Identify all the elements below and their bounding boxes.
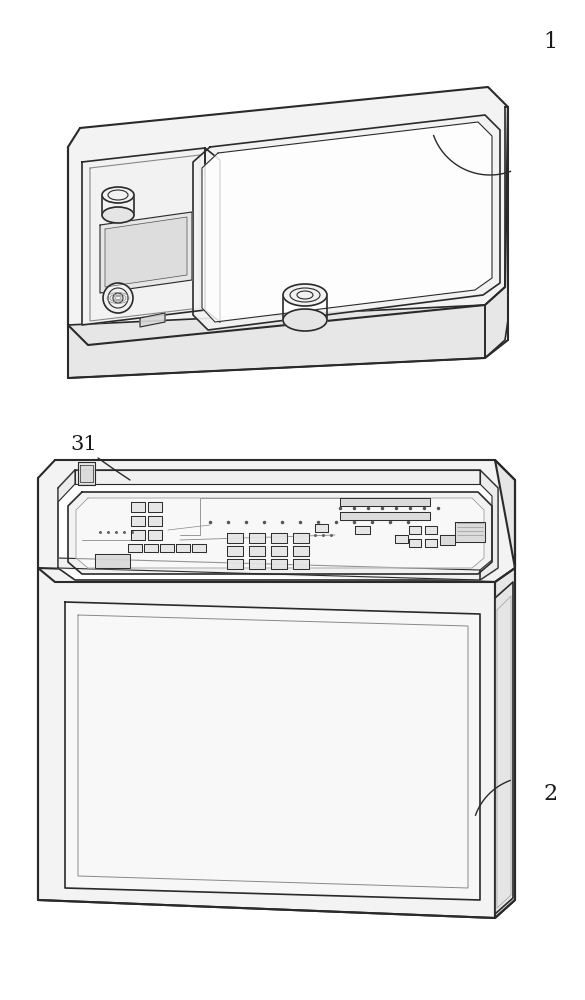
Ellipse shape: [102, 187, 134, 203]
Polygon shape: [65, 602, 480, 900]
Polygon shape: [271, 559, 287, 569]
Ellipse shape: [283, 309, 327, 331]
Text: 1: 1: [543, 31, 557, 53]
Polygon shape: [249, 533, 265, 543]
Polygon shape: [249, 559, 265, 569]
Polygon shape: [160, 544, 174, 552]
Polygon shape: [193, 115, 500, 330]
Polygon shape: [68, 87, 508, 345]
Polygon shape: [148, 502, 162, 512]
Polygon shape: [202, 122, 492, 322]
Polygon shape: [58, 470, 498, 580]
Polygon shape: [425, 539, 437, 547]
Polygon shape: [227, 546, 243, 556]
Polygon shape: [395, 535, 408, 543]
Circle shape: [103, 283, 133, 313]
Polygon shape: [480, 470, 498, 580]
Polygon shape: [58, 558, 480, 580]
Polygon shape: [144, 544, 158, 552]
Polygon shape: [80, 465, 93, 482]
Polygon shape: [38, 460, 515, 582]
Polygon shape: [425, 526, 437, 534]
Polygon shape: [68, 305, 485, 378]
Polygon shape: [78, 615, 468, 888]
Polygon shape: [495, 460, 515, 918]
Polygon shape: [100, 212, 192, 293]
Polygon shape: [497, 596, 511, 908]
Polygon shape: [409, 526, 421, 534]
Polygon shape: [293, 559, 309, 569]
Polygon shape: [148, 530, 162, 540]
Ellipse shape: [102, 207, 134, 223]
Polygon shape: [205, 148, 220, 322]
Polygon shape: [355, 526, 370, 534]
Text: 2: 2: [543, 783, 557, 805]
Polygon shape: [128, 544, 142, 552]
Polygon shape: [78, 462, 95, 485]
Polygon shape: [293, 546, 309, 556]
Polygon shape: [76, 498, 484, 568]
Polygon shape: [58, 470, 75, 502]
Polygon shape: [82, 148, 205, 325]
Polygon shape: [38, 568, 495, 918]
Polygon shape: [249, 546, 265, 556]
Polygon shape: [140, 313, 165, 327]
Polygon shape: [131, 502, 145, 512]
Polygon shape: [192, 544, 206, 552]
Polygon shape: [75, 470, 480, 484]
Polygon shape: [409, 539, 421, 547]
Polygon shape: [315, 524, 328, 532]
Polygon shape: [455, 522, 485, 542]
Polygon shape: [95, 554, 130, 568]
Polygon shape: [227, 559, 243, 569]
Polygon shape: [131, 530, 145, 540]
Polygon shape: [440, 535, 455, 545]
Polygon shape: [227, 533, 243, 543]
Polygon shape: [495, 582, 513, 914]
Polygon shape: [485, 107, 508, 358]
Polygon shape: [271, 546, 287, 556]
Polygon shape: [176, 544, 190, 552]
Polygon shape: [293, 533, 309, 543]
Text: 31: 31: [70, 435, 97, 454]
Polygon shape: [271, 533, 287, 543]
Polygon shape: [105, 217, 187, 287]
Polygon shape: [148, 516, 162, 526]
Polygon shape: [340, 512, 430, 520]
Polygon shape: [340, 498, 430, 506]
Polygon shape: [131, 516, 145, 526]
Polygon shape: [68, 492, 492, 574]
Ellipse shape: [283, 284, 327, 306]
